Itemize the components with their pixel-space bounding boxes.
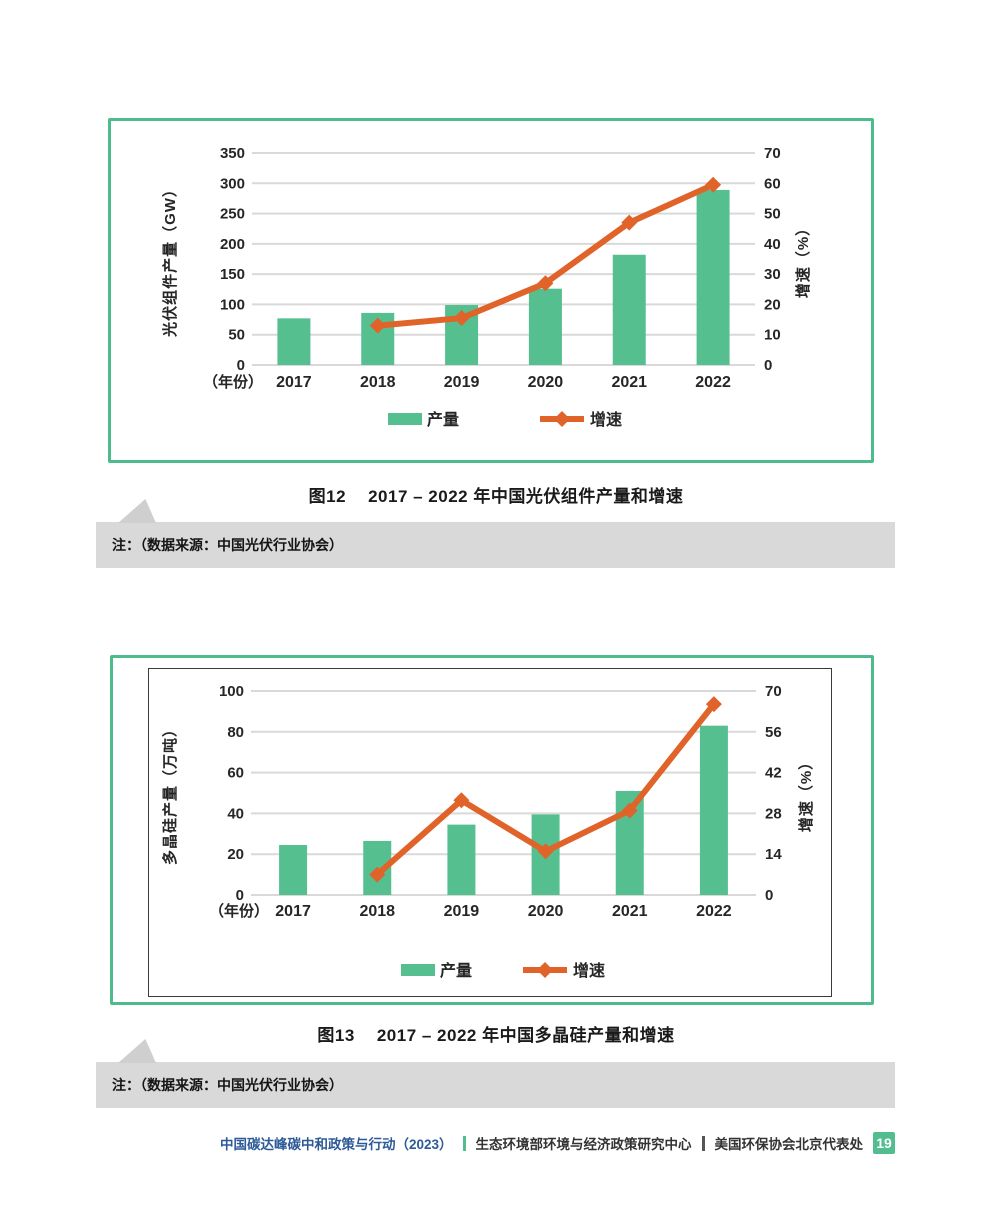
right-axis-tick-label: 70 xyxy=(765,683,782,700)
legend-line-label: 增速 xyxy=(573,961,605,980)
right-axis-title: 增速（%） xyxy=(797,754,815,832)
figure-13-caption-text: 2017 – 2022 年中国多晶硅产量和增速 xyxy=(376,1026,675,1045)
year-label: 2021 xyxy=(611,374,647,391)
legend-line-label: 增速 xyxy=(590,410,622,429)
footer-separator xyxy=(701,1135,705,1151)
left-axis-tick-label: 200 xyxy=(220,236,245,253)
right-axis-tick-label: 40 xyxy=(764,236,781,253)
year-label: 2018 xyxy=(360,374,396,391)
legend-bar-label: 产量 xyxy=(440,961,472,980)
figure-13-note-bar: 注：（数据来源：中国光伏行业协会） xyxy=(96,1039,895,1108)
footer-separator xyxy=(462,1135,466,1151)
figure-12-caption-text: 2017 – 2022 年中国光伏组件产量和增速 xyxy=(368,487,684,506)
year-label: 2020 xyxy=(528,374,564,391)
figure-13-panel: 0 0 20 14 40 28 60 42 80 56 100 70 （年份） 2017 2018 2019 2… xyxy=(110,655,874,1005)
growth-marker xyxy=(369,317,386,334)
x-axis-unit-label: （年份） xyxy=(203,373,263,391)
page-number-badge: 19 xyxy=(873,1132,895,1154)
right-axis-tick-label: 0 xyxy=(765,887,773,904)
left-axis-tick-label: 350 xyxy=(220,145,245,162)
right-axis-tick-label: 60 xyxy=(764,175,781,192)
right-axis-tick-label: 20 xyxy=(764,296,781,313)
figure-12-note-text: 注：（数据来源：中国光伏行业协会） xyxy=(112,537,343,553)
production-bar xyxy=(528,288,562,365)
left-axis-tick-label: 100 xyxy=(220,296,245,313)
year-label: 2018 xyxy=(359,903,395,920)
production-bar xyxy=(447,824,476,895)
right-axis-tick-label: 28 xyxy=(765,805,782,822)
left-axis-tick-label: 40 xyxy=(227,805,244,822)
left-axis-tick-label: 80 xyxy=(227,724,244,741)
footer-org-1: 生态环境部环境与经济政策研究中心 xyxy=(475,1137,692,1152)
page-footer: 中国碳达峰碳中和政策与行动（2023） 生态环境部环境与经济政策研究中心 美国环… xyxy=(220,1130,895,1156)
legend-line-marker xyxy=(554,411,570,427)
footer-org-2: 美国环保协会北京代表处 xyxy=(714,1137,864,1152)
year-label: 2022 xyxy=(695,374,731,391)
left-axis-tick-label: 150 xyxy=(220,266,245,283)
legend-bar-label: 产量 xyxy=(427,410,459,429)
left-axis-tick-label: 0 xyxy=(236,887,244,904)
figure-12-chart: 0 0 50 10 100 20 150 30 200 40 250 50 300 60 350 70 （年份）… xyxy=(161,145,812,429)
figure-13-note-text: 注：（数据来源：中国光伏行业协会） xyxy=(112,1077,343,1093)
right-axis-tick-label: 30 xyxy=(764,266,781,283)
left-axis-tick-label: 60 xyxy=(227,765,244,782)
growth-marker xyxy=(537,275,554,292)
year-label: 2022 xyxy=(696,903,732,920)
growth-marker xyxy=(453,310,470,327)
right-axis-tick-label: 10 xyxy=(764,327,781,344)
figure-13-chart-frame: 0 0 20 14 40 28 60 42 80 56 100 70 （年份） 2017 2018 2019 2… xyxy=(148,668,832,997)
x-axis-unit-label: （年份） xyxy=(209,902,269,920)
figure-12-panel: 0 0 50 10 100 20 150 30 200 40 250 50 300 60 350 70 （年份）… xyxy=(108,118,874,463)
figure-12-caption: 图12 2017 – 2022 年中国光伏组件产量和增速 xyxy=(0,482,992,507)
legend-line-marker xyxy=(537,962,553,978)
legend-bar-swatch xyxy=(388,413,422,425)
legend-bar-swatch xyxy=(401,964,435,976)
figure-13-caption-label: 图13 xyxy=(317,1026,355,1045)
footer-report-title: 中国碳达峰碳中和政策与行动（2023） xyxy=(219,1137,453,1152)
left-axis-title: 多晶硅产量（万吨） xyxy=(161,721,179,865)
left-axis-title: 光伏组件产量（GW） xyxy=(161,181,179,338)
figure-13-chart: 0 0 20 14 40 28 60 42 80 56 100 70 （年份） 2017 2018 2019 2… xyxy=(161,683,815,980)
growth-marker xyxy=(621,802,638,819)
right-axis-tick-label: 42 xyxy=(765,765,782,782)
figure-12-caption-label: 图12 xyxy=(308,487,347,506)
production-bar xyxy=(699,725,728,895)
year-label: 2017 xyxy=(276,374,312,391)
growth-marker xyxy=(453,792,470,809)
left-axis-tick-label: 0 xyxy=(237,357,245,374)
year-label: 2019 xyxy=(444,374,480,391)
right-axis-tick-label: 70 xyxy=(764,145,781,162)
right-axis-tick-label: 56 xyxy=(765,724,782,741)
production-bar xyxy=(696,189,730,365)
right-axis-tick-label: 14 xyxy=(765,846,782,863)
figure-12-note-bar: 注：（数据来源：中国光伏行业协会） xyxy=(96,499,895,568)
year-label: 2021 xyxy=(612,903,648,920)
left-axis-tick-label: 300 xyxy=(220,175,245,192)
right-axis-title: 增速（%） xyxy=(794,220,812,298)
left-axis-tick-label: 20 xyxy=(227,846,244,863)
right-axis-tick-label: 50 xyxy=(764,206,781,223)
production-bar xyxy=(612,254,646,365)
left-axis-tick-label: 250 xyxy=(220,206,245,223)
year-label: 2019 xyxy=(444,903,480,920)
growth-marker xyxy=(369,866,386,883)
year-label: 2017 xyxy=(275,903,311,920)
year-label: 2020 xyxy=(528,903,564,920)
growth-marker xyxy=(537,843,554,860)
left-axis-tick-label: 50 xyxy=(228,327,245,344)
right-axis-tick-label: 0 xyxy=(764,357,772,374)
growth-marker xyxy=(705,176,722,193)
growth-marker xyxy=(621,214,638,231)
left-axis-tick-label: 100 xyxy=(219,683,244,700)
figure-13-caption: 图13 2017 – 2022 年中国多晶硅产量和增速 xyxy=(0,1021,992,1046)
production-bar xyxy=(279,845,308,895)
production-bar xyxy=(277,318,311,365)
growth-marker xyxy=(705,696,722,713)
